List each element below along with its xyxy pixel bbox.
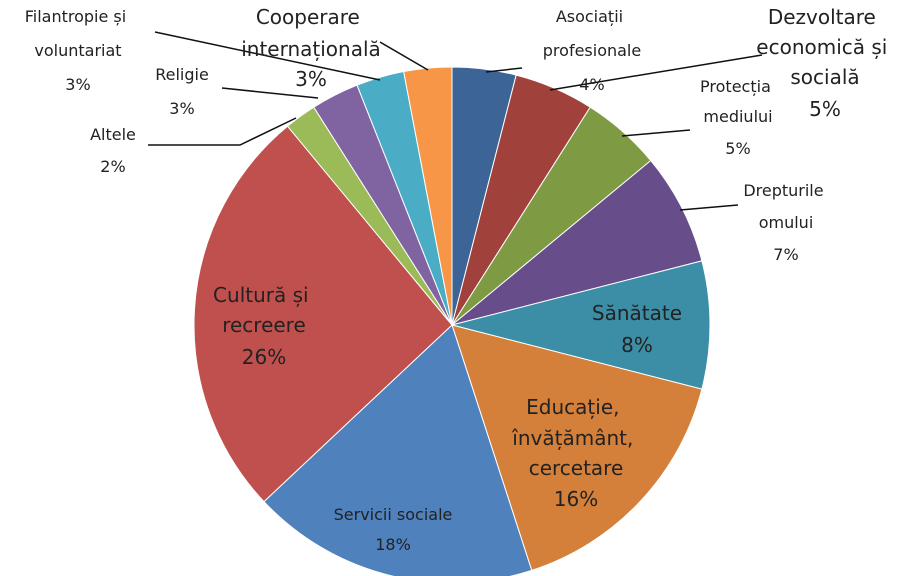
slice-label: Filantropie și voluntariat	[25, 7, 132, 60]
leader-line	[679, 204, 739, 211]
label-line: profesionale	[543, 41, 641, 60]
leader-line	[621, 129, 691, 137]
label-line: Asociații	[556, 7, 628, 26]
leader-lines	[148, 31, 763, 211]
label-line: omului	[759, 213, 814, 232]
pie-slice	[451, 260, 711, 390]
value-label: 4%	[579, 75, 604, 94]
leader-line	[485, 67, 523, 73]
slices	[193, 66, 711, 576]
pie-slice	[193, 125, 453, 503]
label-line: Protecția	[700, 77, 776, 96]
label-line: Altele	[90, 125, 136, 144]
leader-line	[154, 31, 381, 81]
value-label: 5%	[809, 97, 841, 121]
label-line: cercetare	[529, 456, 624, 480]
label-line: Drepturile	[743, 181, 828, 200]
label-line: Cooperare	[256, 5, 366, 29]
label-line: Sănătate	[592, 301, 682, 325]
slice-label: Cooperare internațională	[241, 5, 381, 61]
pie-slice	[403, 66, 453, 326]
leader-line	[549, 54, 763, 91]
label-line: Filantropie și	[25, 7, 132, 26]
slice-label: Asociații profesionale	[543, 7, 641, 60]
label-line: economică și	[756, 35, 893, 59]
label-line: recreere	[222, 313, 306, 337]
label-line: învățământ,	[511, 426, 639, 450]
label-line: Religie	[155, 65, 209, 84]
label-line: Educație,	[526, 395, 626, 419]
slice-label: Dezvoltare economică și socială	[756, 5, 893, 89]
value-label: 8%	[621, 333, 653, 357]
slice-label: Altele	[90, 125, 136, 144]
slice-label: Educație, învățământ, cercetare	[511, 395, 639, 480]
value-label: 5%	[725, 139, 750, 158]
value-label: 2%	[100, 157, 125, 176]
value-label: 16%	[554, 487, 598, 511]
value-label: 3%	[65, 75, 90, 94]
label-line: mediului	[703, 107, 772, 126]
leader-line	[221, 87, 319, 99]
pie-slice	[451, 324, 703, 572]
value-label: 7%	[773, 245, 798, 264]
label-line: internațională	[241, 37, 381, 61]
slice-label: Drepturile omului	[743, 181, 828, 232]
label-line: Dezvoltare	[768, 5, 882, 29]
label-line: voluntariat	[34, 41, 121, 60]
slice-label: Servicii sociale	[334, 505, 453, 524]
leader-line	[148, 117, 297, 146]
slice-label: Sănătate	[592, 301, 682, 325]
pie-slice	[451, 159, 703, 326]
value-label: 26%	[242, 345, 286, 369]
leader-line	[379, 41, 429, 71]
value-label: 18%	[375, 535, 411, 554]
label-line: Servicii sociale	[334, 505, 453, 524]
value-label: 3%	[169, 99, 194, 118]
label-line: socială	[790, 65, 859, 89]
pie-slice	[263, 324, 533, 576]
value-label: 3%	[295, 67, 327, 91]
label-line: Cultură și	[213, 283, 315, 307]
slice-label: Cultură și recreere	[213, 283, 315, 337]
slice-label: Religie	[155, 65, 209, 84]
slice-label: Protecția mediului	[700, 77, 776, 126]
